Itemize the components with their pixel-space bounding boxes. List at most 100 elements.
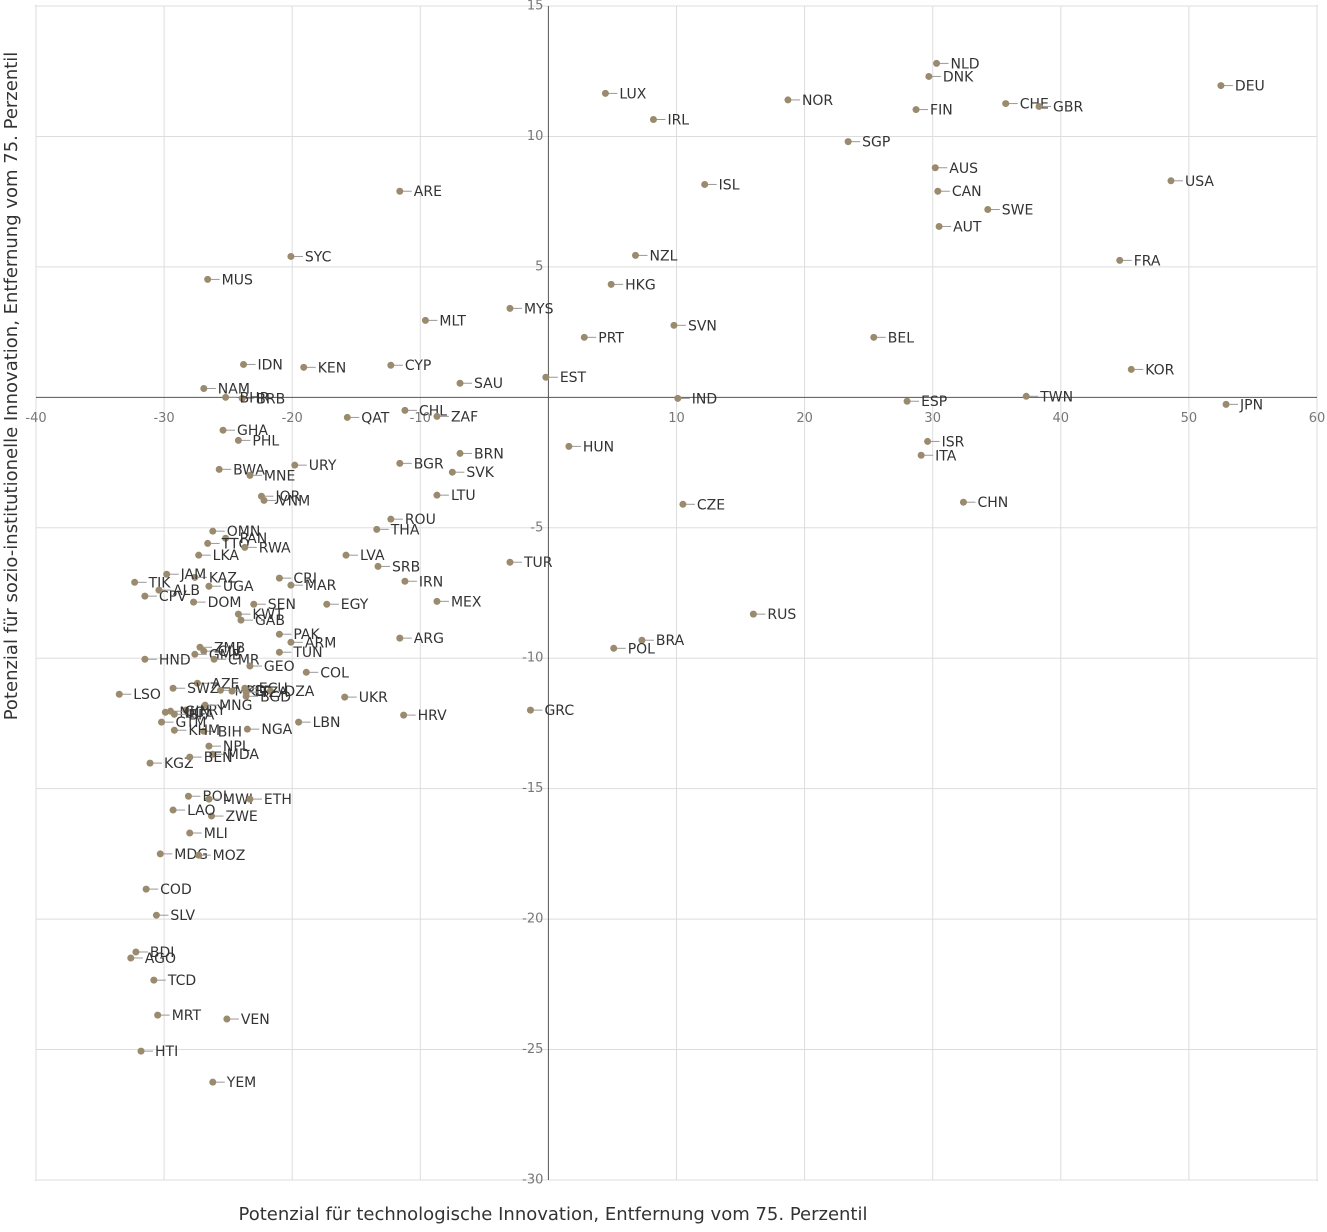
point-label: COD: [160, 882, 192, 898]
point-label: BDI: [150, 945, 175, 961]
point-label: COL: [320, 665, 349, 681]
point: [343, 413, 351, 421]
point-label: UGA: [223, 579, 254, 595]
point-label: DEU: [1235, 79, 1265, 95]
point-label: VNM: [278, 493, 310, 509]
point: [200, 647, 208, 655]
point: [1116, 256, 1124, 264]
point-label: ISL: [719, 177, 740, 193]
point: [219, 426, 227, 434]
point: [223, 1015, 231, 1023]
point-label: SLV: [170, 908, 195, 924]
point-label: MYS: [524, 301, 554, 317]
point-label: SWZ: [187, 681, 219, 697]
point-label: NAM: [218, 381, 250, 397]
point-label: QAT: [361, 410, 390, 426]
point-label: SGP: [862, 135, 890, 151]
point: [234, 436, 242, 444]
point-label: IND: [692, 391, 717, 407]
point-label: LTU: [451, 488, 476, 504]
point-label: TZA: [259, 685, 288, 701]
point-label: JOR: [274, 489, 300, 505]
point-label: PAN: [240, 531, 268, 547]
point: [931, 164, 939, 172]
point-label: ARE: [414, 184, 442, 200]
point-label: BGR: [414, 456, 444, 472]
point: [241, 543, 249, 551]
point-label: ZMB: [214, 640, 245, 656]
point-label: CPV: [159, 589, 187, 605]
x-tick-label: 40: [1053, 411, 1070, 426]
point-label: HTI: [155, 1044, 178, 1060]
point-label: AUT: [953, 219, 982, 235]
point-label: TWN: [1039, 389, 1073, 405]
point: [215, 465, 223, 473]
point: [387, 361, 395, 369]
point: [127, 954, 135, 962]
point-label: SWE: [1002, 202, 1034, 218]
point: [209, 1078, 217, 1086]
point: [1022, 392, 1030, 400]
point-label: LKA: [213, 548, 240, 564]
point: [565, 442, 573, 450]
point: [342, 551, 350, 559]
point-label: BRA: [656, 633, 685, 649]
point: [193, 679, 201, 687]
point-label: USA: [1185, 174, 1214, 190]
point: [216, 686, 224, 694]
point: [163, 570, 171, 578]
point: [156, 850, 164, 858]
point-label: GBR: [1053, 99, 1083, 115]
point-label: MLI: [204, 826, 228, 842]
point: [935, 222, 943, 230]
point-label: GIN: [185, 704, 210, 720]
point: [670, 321, 678, 329]
point-label: HRV: [418, 708, 447, 724]
y-tick-label: 15: [527, 0, 544, 14]
y-tick-label: -15: [522, 781, 543, 796]
point: [266, 687, 274, 695]
point: [421, 316, 429, 324]
point-label: ARG: [414, 631, 444, 647]
point: [132, 948, 140, 956]
point-label: SRB: [392, 559, 420, 575]
point: [607, 280, 615, 288]
point-label: KOR: [1145, 362, 1174, 378]
point-label: MNG: [219, 698, 252, 714]
point-label: MOZ: [213, 848, 246, 864]
point: [242, 692, 250, 700]
point-label: HUN: [583, 439, 614, 455]
point: [158, 718, 166, 726]
point: [784, 96, 792, 104]
point: [912, 106, 920, 114]
point-label: MWI: [223, 792, 253, 808]
point-label: LVA: [360, 548, 385, 564]
point-label: NZL: [650, 248, 678, 264]
point-label: GAB: [255, 613, 285, 629]
y-tick-label: -5: [530, 520, 543, 535]
point-label: IRL: [667, 112, 689, 128]
point: [1222, 400, 1230, 408]
point: [190, 598, 198, 606]
point: [184, 792, 192, 800]
point-label: TUN: [292, 645, 322, 661]
point: [933, 59, 941, 67]
point: [1167, 177, 1175, 185]
point-label: MDA: [227, 747, 260, 763]
point: [204, 539, 212, 547]
point-label: JAM: [180, 567, 207, 583]
point: [749, 610, 757, 618]
point: [141, 592, 149, 600]
point: [396, 459, 404, 467]
point: [205, 795, 213, 803]
y-tick-label: 10: [527, 129, 544, 144]
point: [601, 89, 609, 97]
point-label: LUX: [619, 86, 646, 102]
point: [275, 648, 283, 656]
point: [141, 655, 149, 663]
point: [246, 662, 254, 670]
point-label: GTM: [176, 715, 207, 731]
point: [287, 252, 295, 260]
point-label: IRN: [419, 574, 443, 590]
